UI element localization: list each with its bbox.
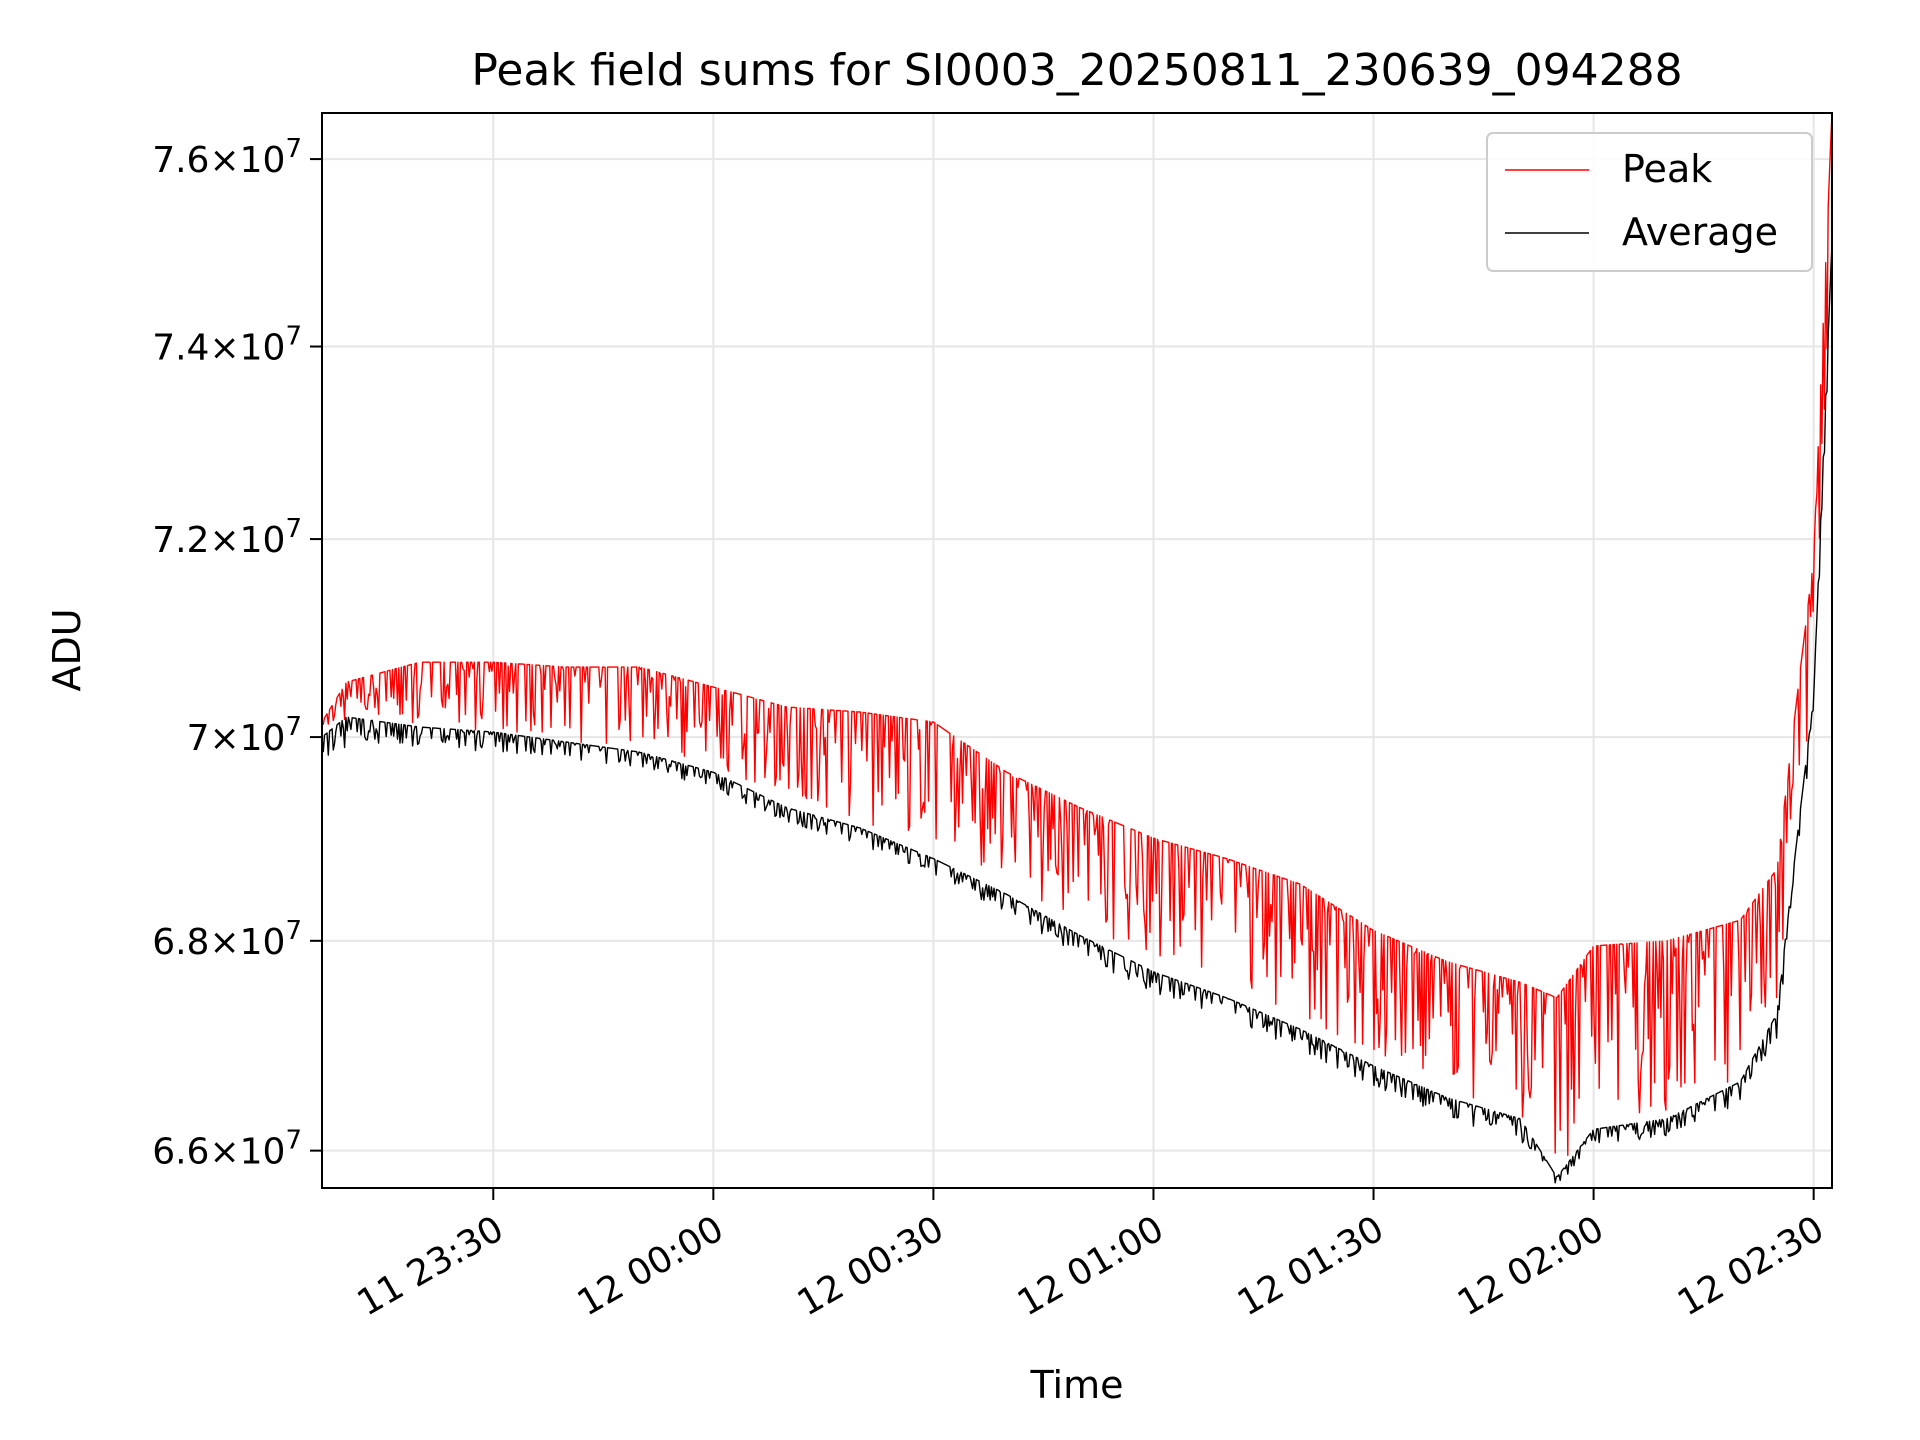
legend-label-peak: Peak xyxy=(1622,147,1712,191)
series-layer xyxy=(322,113,1832,1184)
y-tick-exponent: 7 xyxy=(285,1126,302,1156)
y-tick-times: × xyxy=(209,328,239,369)
y-tick-base: 10 xyxy=(240,328,286,369)
y-tick-base: 10 xyxy=(240,922,286,963)
chart-title: Peak field sums for SI0003_20250811_2306… xyxy=(471,45,1682,96)
y-tick-label: 7.6×107 xyxy=(152,134,302,181)
y-tick-base: 10 xyxy=(240,520,286,561)
legend-label-average: Average xyxy=(1622,210,1778,254)
y-tick-label: 7.4×107 xyxy=(152,322,302,369)
y-tick-mantissa: 6.6 xyxy=(152,1132,209,1173)
grid xyxy=(322,113,1832,1188)
y-tick-times: × xyxy=(209,520,239,561)
y-axis-title: ADU xyxy=(45,608,89,691)
y-tick-exponent: 7 xyxy=(285,916,302,946)
y-tick-mantissa: 7 xyxy=(187,718,210,759)
y-tick-times: × xyxy=(209,140,239,181)
y-tick-mantissa: 7.4 xyxy=(152,328,209,369)
y-tick-label: 6.6×107 xyxy=(152,1126,302,1173)
y-tick-base: 10 xyxy=(240,718,286,759)
y-tick-times: × xyxy=(209,1132,239,1173)
y-tick-label: 7.2×107 xyxy=(152,514,302,561)
legend-box xyxy=(1486,132,1813,272)
y-tick-exponent: 7 xyxy=(285,134,302,164)
y-tick-base: 10 xyxy=(240,140,286,181)
x-axis-title: Time xyxy=(1030,1363,1124,1407)
y-tick-mantissa: 6.8 xyxy=(152,922,209,963)
y-tick-exponent: 7 xyxy=(285,712,302,742)
y-tick-exponent: 7 xyxy=(285,322,302,352)
series-line-average xyxy=(322,242,1832,1184)
y-tick-label: 7×107 xyxy=(187,712,302,759)
series-line-peak xyxy=(322,113,1832,1157)
y-tick-label: 6.8×107 xyxy=(152,916,302,963)
y-tick-mantissa: 7.2 xyxy=(152,520,209,561)
y-tick-times: × xyxy=(209,718,239,759)
y-tick-mantissa: 7.6 xyxy=(152,140,209,181)
y-tick-times: × xyxy=(209,922,239,963)
y-tick-exponent: 7 xyxy=(285,514,302,544)
y-tick-base: 10 xyxy=(240,1132,286,1173)
plot-frame xyxy=(321,112,1833,1189)
legend: Peak Average xyxy=(1486,132,1813,272)
